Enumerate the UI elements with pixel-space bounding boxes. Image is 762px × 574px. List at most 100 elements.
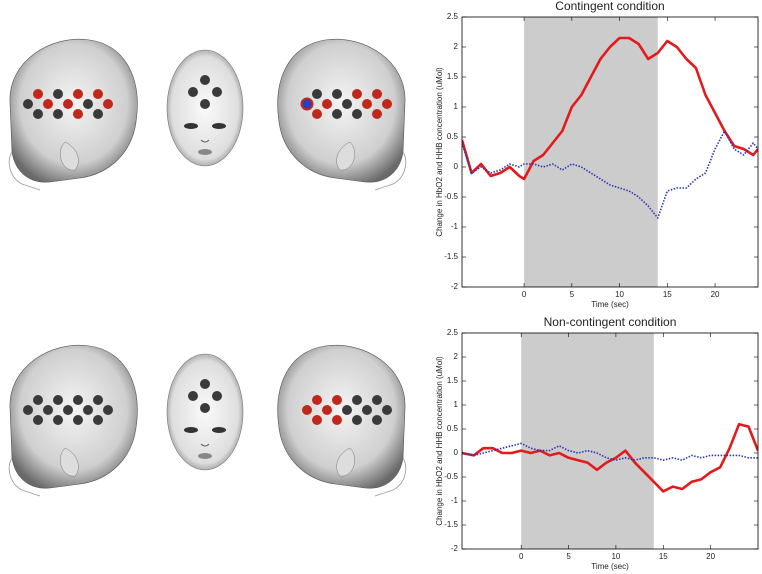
chart-title: Contingent condition [555, 0, 664, 13]
face-edge [8, 151, 41, 191]
y-tick-label: -2 [451, 544, 459, 553]
channel-dot [382, 99, 392, 109]
x-tick-label: 15 [659, 552, 668, 561]
y-tick-label: 2.5 [447, 328, 459, 337]
series-line [462, 422, 758, 493]
ear [336, 447, 355, 477]
channel-dot [362, 99, 372, 109]
series-line [462, 442, 758, 461]
channel-dot [362, 405, 372, 415]
face-edge [8, 457, 41, 497]
y-tick-label: 1 [454, 102, 459, 111]
channel-dot [103, 99, 113, 109]
channel-dot [188, 87, 198, 97]
channel-dot [312, 395, 322, 405]
ear [60, 447, 79, 477]
x-tick-label: 0 [522, 290, 527, 299]
channel-dot [332, 395, 342, 405]
x-tick-label: 15 [663, 290, 672, 299]
channel-dot [83, 405, 93, 415]
channel-dot [352, 89, 362, 99]
channel-dot [43, 99, 53, 109]
mouth [198, 453, 212, 459]
channel-dot [23, 99, 33, 109]
x-tick-label: 5 [566, 552, 571, 561]
channel-dot [63, 405, 73, 415]
channel-dot [73, 89, 83, 99]
channel-dot [73, 415, 83, 425]
channel-dot [322, 405, 332, 415]
y-tick-label: -1 [451, 496, 459, 505]
y-tick-label: 0 [454, 162, 459, 171]
y-axis-label: Change in HbO2 and HHB concentration (uM… [435, 67, 444, 237]
x-axis-label: Time (sec) [591, 562, 629, 571]
y-tick-label: 1 [454, 400, 459, 409]
channel-dot [53, 395, 63, 405]
channel-dot [93, 395, 103, 405]
channel-dot [332, 89, 342, 99]
channel-dot [33, 395, 43, 405]
x-tick-label: 0 [519, 552, 524, 561]
x-tick-label: 10 [615, 290, 624, 299]
head-shape [277, 344, 406, 489]
channel-dot [342, 405, 352, 415]
head-front [166, 353, 244, 471]
eye [212, 123, 226, 129]
y-tick-label: 0 [454, 448, 459, 457]
eye [212, 427, 226, 433]
y-tick-label: -0.5 [444, 472, 458, 481]
channel-dot [382, 405, 392, 415]
y-tick-label: -0.5 [444, 192, 458, 201]
channel-dot [200, 75, 210, 85]
channel-dot [33, 109, 43, 119]
head-front [166, 49, 244, 167]
channel-dot [103, 405, 113, 415]
channel-dot [212, 391, 222, 401]
plot-frame [461, 16, 759, 288]
channel-dot [372, 109, 382, 119]
channel-dot [53, 89, 63, 99]
head-profile [277, 344, 407, 497]
channel-dot [352, 109, 362, 119]
channel-dot [200, 403, 210, 413]
channel-dot [372, 415, 382, 425]
head-profile [8, 344, 138, 497]
channel-dot [200, 99, 210, 109]
channel-dot [33, 415, 43, 425]
y-tick-label: 0.5 [447, 424, 459, 433]
series-line [462, 130, 758, 219]
channel-dot [33, 89, 43, 99]
y-tick-label: 0.5 [447, 132, 459, 141]
ear [60, 141, 79, 171]
channel-dot [332, 415, 342, 425]
channel-dot [322, 99, 332, 109]
channel-dot [73, 109, 83, 119]
channel-dot [53, 109, 63, 119]
head-shape [9, 344, 138, 489]
eye [184, 123, 198, 129]
channel-dot [332, 109, 342, 119]
head-shape [9, 38, 138, 183]
y-tick-label: -1 [451, 222, 459, 231]
y-tick-label: 2 [454, 42, 459, 51]
nose [200, 443, 210, 447]
y-tick-label: -1.5 [444, 252, 458, 261]
y-tick-label: -1.5 [444, 520, 458, 529]
channel-dot [342, 99, 352, 109]
head-profile [277, 38, 407, 191]
x-axis-label: Time (sec) [591, 300, 629, 309]
face-edge [374, 457, 407, 497]
channel-dot [200, 379, 210, 389]
ear [336, 141, 355, 171]
x-tick-label: 20 [706, 552, 715, 561]
chart-title: Non-contingent condition [544, 315, 677, 329]
channel-dot [188, 391, 198, 401]
y-tick-label: -2 [451, 282, 459, 291]
x-tick-label: 10 [611, 552, 620, 561]
channel-dot [352, 395, 362, 405]
channel-dot [63, 99, 73, 109]
y-tick-label: 1.5 [447, 72, 459, 81]
channel-dot [352, 415, 362, 425]
channel-dot [372, 395, 382, 405]
channel-dot [73, 395, 83, 405]
